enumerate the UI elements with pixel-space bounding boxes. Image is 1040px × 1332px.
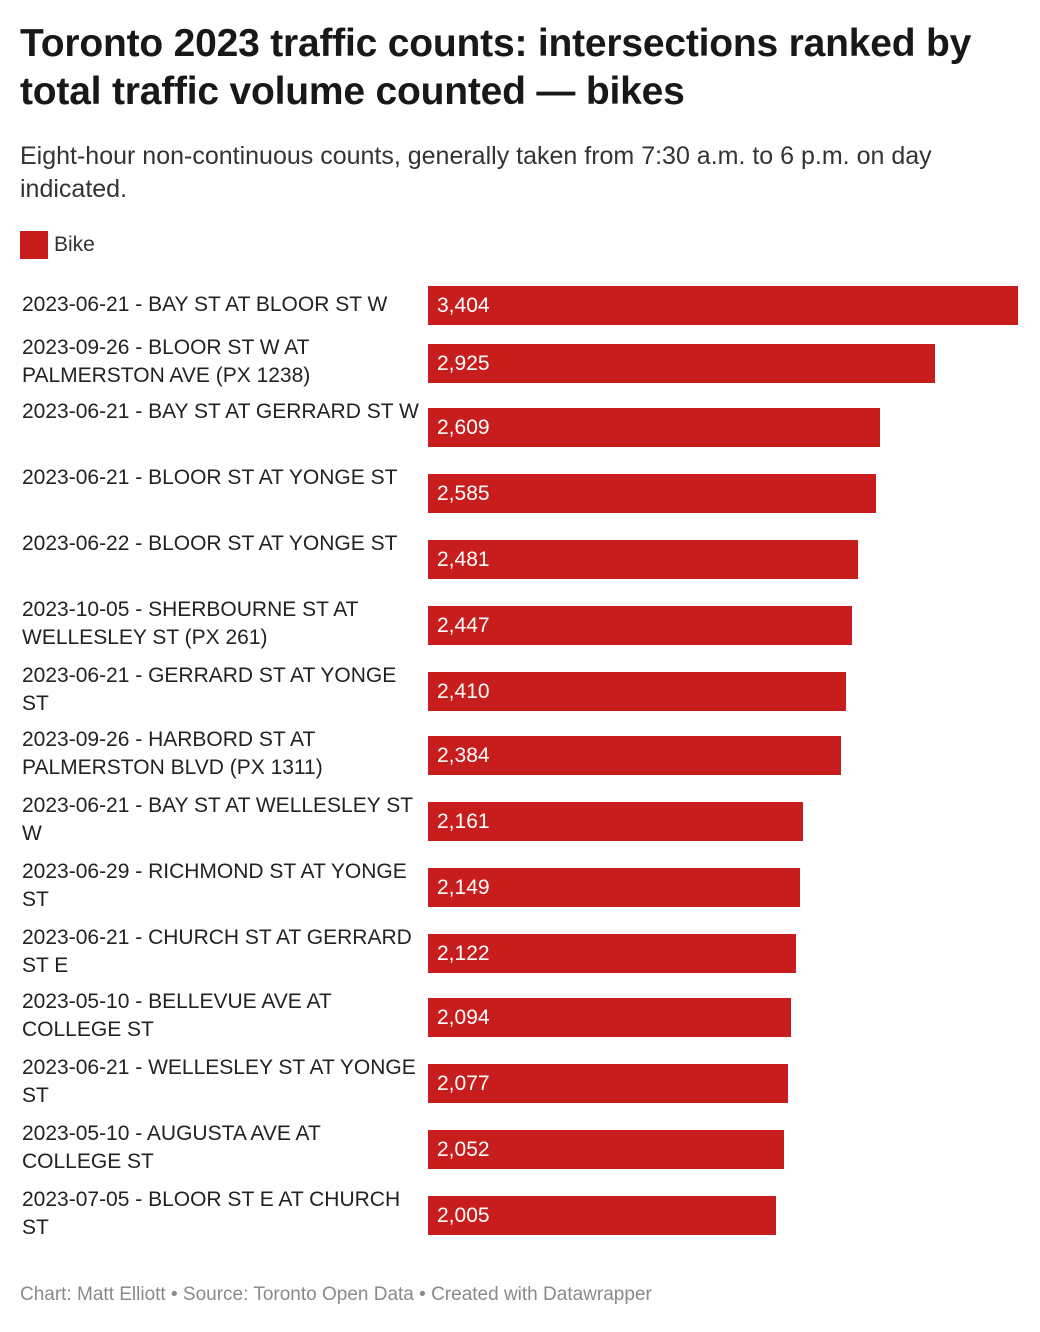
chart-footer: Chart: Matt Elliott • Source: Toronto Op… bbox=[20, 1284, 652, 1305]
category-label: 2023-05-10 - BELLEVUE AVE AT COLLEGE ST bbox=[22, 990, 332, 1041]
category-label: 2023-06-21 - BLOOR ST AT YONGE ST bbox=[22, 466, 398, 489]
bar-value-label: 2,005 bbox=[437, 1204, 490, 1227]
chart-title: Toronto 2023 traffic counts: intersectio… bbox=[20, 22, 972, 113]
bar-value-label: 2,094 bbox=[437, 1006, 490, 1029]
bar-value-label: 2,384 bbox=[437, 744, 490, 767]
legend-label: Bike bbox=[54, 233, 95, 256]
bar: 2,005 bbox=[428, 1196, 776, 1235]
bar: 2,481 bbox=[428, 540, 858, 579]
category-label: 2023-07-05 - BLOOR ST E AT CHURCH ST bbox=[22, 1188, 401, 1239]
bar-value-label: 2,585 bbox=[437, 482, 490, 505]
bar-value-label: 2,925 bbox=[437, 352, 490, 375]
bar: 2,609 bbox=[428, 408, 880, 447]
category-label: 2023-06-21 - CHURCH ST AT GERRARD ST E bbox=[22, 926, 412, 977]
bar: 2,052 bbox=[428, 1130, 784, 1169]
category-label: 2023-09-26 - HARBORD ST AT PALMERSTON BL… bbox=[22, 728, 323, 779]
bar: 2,161 bbox=[428, 802, 803, 841]
bar-value-label: 2,609 bbox=[437, 416, 490, 439]
bar-value-label: 2,077 bbox=[437, 1072, 490, 1095]
bar: 3,404 bbox=[428, 286, 1018, 325]
bar: 2,925 bbox=[428, 344, 935, 383]
category-label: 2023-05-10 - AUGUSTA AVE AT COLLEGE ST bbox=[22, 1122, 321, 1173]
bar: 2,149 bbox=[428, 868, 800, 907]
bar-value-label: 2,149 bbox=[437, 876, 490, 899]
bar-value-label: 3,404 bbox=[437, 294, 490, 317]
category-label: 2023-06-21 - BAY ST AT WELLESLEY ST W bbox=[22, 794, 413, 845]
category-label: 2023-06-21 - WELLESLEY ST AT YONGE ST bbox=[22, 1056, 416, 1107]
bar-value-label: 2,122 bbox=[437, 942, 490, 965]
category-label: 2023-06-21 - BAY ST AT BLOOR ST W bbox=[22, 293, 388, 316]
bar: 2,585 bbox=[428, 474, 876, 513]
legend-swatch bbox=[20, 231, 48, 259]
bar: 2,410 bbox=[428, 672, 846, 711]
chart-subtitle: Eight-hour non-continuous counts, genera… bbox=[20, 142, 932, 203]
bar: 2,447 bbox=[428, 606, 852, 645]
bar: 2,077 bbox=[428, 1064, 788, 1103]
category-label: 2023-06-29 - RICHMOND ST AT YONGE ST bbox=[22, 860, 407, 911]
category-label: 2023-06-22 - BLOOR ST AT YONGE ST bbox=[22, 532, 398, 555]
bar-value-label: 2,052 bbox=[437, 1138, 490, 1161]
category-label: 2023-10-05 - SHERBOURNE ST AT WELLESLEY … bbox=[22, 598, 359, 649]
legend: Bike bbox=[20, 231, 95, 259]
bar-value-label: 2,161 bbox=[437, 810, 490, 833]
bar: 2,384 bbox=[428, 736, 841, 775]
category-label: 2023-06-21 - BAY ST AT GERRARD ST W bbox=[22, 400, 419, 423]
category-label: 2023-09-26 - BLOOR ST W AT PALMERSTON AV… bbox=[22, 336, 311, 387]
category-label: 2023-06-21 - GERRARD ST AT YONGE ST bbox=[22, 664, 397, 715]
bar: 2,094 bbox=[428, 998, 791, 1037]
bar-value-label: 2,447 bbox=[437, 614, 490, 637]
bar: 2,122 bbox=[428, 934, 796, 973]
bar-value-label: 2,481 bbox=[437, 548, 490, 571]
bar-value-label: 2,410 bbox=[437, 680, 490, 703]
